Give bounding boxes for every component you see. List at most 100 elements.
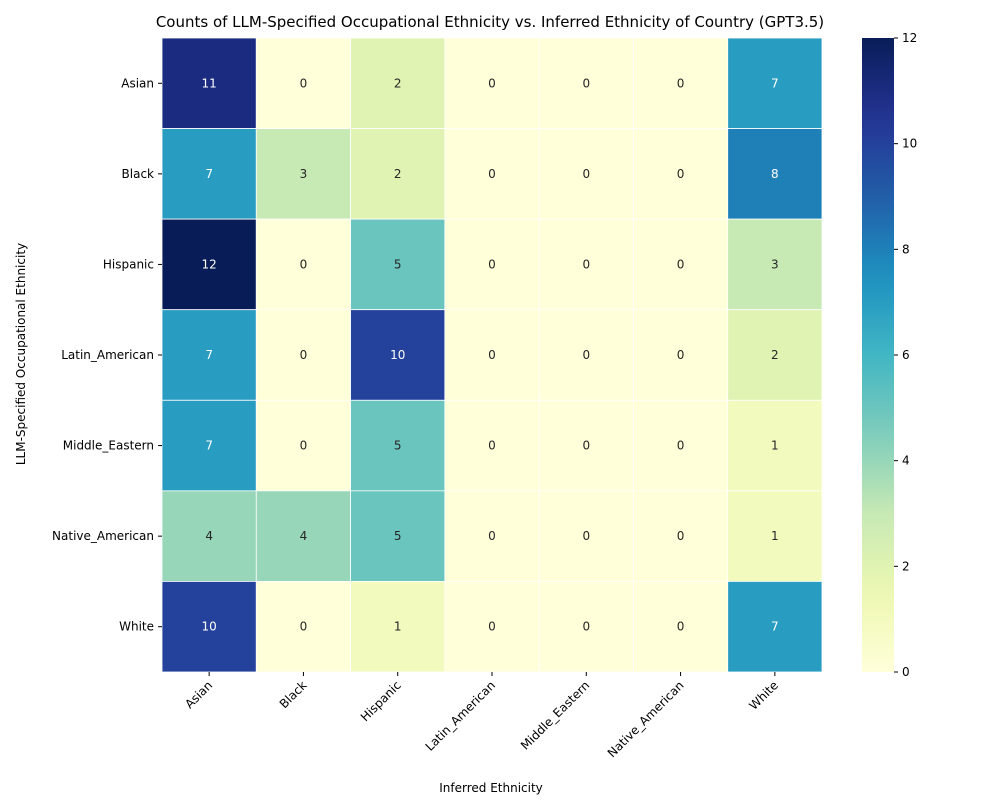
cell-value-label: 8 — [771, 167, 779, 181]
cell-value-label: 0 — [677, 439, 685, 453]
cell-value-label: 5 — [394, 257, 402, 271]
heatmap-cell — [350, 399, 446, 492]
y-tick-label: Middle_Eastern — [63, 439, 154, 453]
colorbar-tick-label: 0 — [902, 665, 910, 679]
colorbar-tick-label: 10 — [902, 137, 917, 151]
x-tick-label: Latin_American — [423, 678, 499, 754]
cell-value-label: 12 — [202, 257, 217, 271]
heatmap-cell — [633, 581, 729, 673]
cell-value-label: 7 — [205, 167, 213, 181]
heatmap-cell — [633, 128, 729, 220]
cell-value-label: 1 — [771, 529, 779, 543]
chart-title: Counts of LLM-Specified Occupational Eth… — [156, 13, 824, 31]
heatmap-cell — [255, 490, 351, 582]
cell-value-label: 3 — [300, 167, 308, 181]
cell-value-label: 7 — [771, 76, 779, 90]
cell-value-label: 0 — [488, 529, 496, 543]
heatmap-cell — [633, 37, 729, 129]
cell-value-label: 0 — [488, 439, 496, 453]
heatmap-cell — [255, 218, 351, 311]
x-tick-label: Black — [277, 678, 310, 711]
cell-value-label: 0 — [300, 620, 308, 634]
heatmap-cell — [161, 309, 257, 401]
heatmap-cell — [161, 218, 257, 311]
x-axis-label: Inferred Ethnicity — [439, 781, 543, 795]
heatmap-cell — [444, 37, 540, 129]
heatmap-cell — [255, 37, 351, 129]
cell-value-label: 0 — [582, 167, 590, 181]
cell-value-label: 0 — [300, 257, 308, 271]
colorbar-ticks: 0 2 4 6 8 10 12 — [894, 31, 917, 679]
cell-value-label: 0 — [488, 167, 496, 181]
heatmap-cell — [727, 490, 823, 582]
cell-value-label: 0 — [677, 529, 685, 543]
x-tick-label: Asian — [182, 678, 215, 711]
heatmap-cell — [538, 37, 634, 129]
colorbar-tick-label: 2 — [902, 559, 910, 573]
heatmap-cell — [161, 37, 257, 129]
heatmap-cell — [727, 128, 823, 220]
colorbar-tick-label: 4 — [902, 454, 910, 468]
cell-value-label: 5 — [394, 439, 402, 453]
cell-value-label: 0 — [488, 76, 496, 90]
cell-value-label: 7 — [771, 620, 779, 634]
y-tick-label: Black — [122, 167, 155, 181]
heatmap-cell — [633, 309, 729, 401]
cell-value-label: 0 — [582, 620, 590, 634]
cell-value-label: 4 — [205, 529, 213, 543]
heatmap-cell — [350, 128, 446, 220]
cell-value-label: 0 — [582, 348, 590, 362]
cell-value-label: 0 — [300, 76, 308, 90]
colorbar-tick-label: 12 — [902, 31, 917, 45]
x-tick-label: Middle_Eastern — [518, 678, 592, 752]
cell-value-label: 2 — [394, 167, 402, 181]
cell-value-label: 0 — [582, 439, 590, 453]
cell-value-label: 0 — [488, 257, 496, 271]
cell-value-label: 1 — [771, 439, 779, 453]
cell-value-label: 0 — [677, 257, 685, 271]
cell-value-label: 0 — [488, 348, 496, 362]
y-axis-label: LLM-Specified Occupational Ethnicity — [14, 243, 28, 465]
y-tick-label: Native_American — [52, 529, 154, 543]
x-tick-label: Hispanic — [358, 678, 404, 724]
heatmap-cells: 11 0 2 0 0 0 77 3 2 0 0 0 812 0 5 0 0 0 37 0 10 0 0 0 27 0 5 0 0 0 14 4… — [161, 37, 823, 673]
colorbar-tick-label: 8 — [902, 242, 910, 256]
heatmap-cell — [538, 128, 634, 220]
cell-value-label: 0 — [677, 620, 685, 634]
cell-value-label: 5 — [394, 529, 402, 543]
cell-value-label: 0 — [582, 529, 590, 543]
cell-value-label: 1 — [394, 620, 402, 634]
y-tick-label: Asian — [121, 76, 154, 90]
heatmap-cell — [161, 581, 257, 673]
heatmap-cell — [161, 399, 257, 492]
colorbar — [862, 38, 894, 672]
heatmap-cell — [444, 490, 540, 582]
cell-value-label: 3 — [771, 257, 779, 271]
y-tick-label: White — [119, 620, 154, 634]
cell-value-label: 0 — [300, 348, 308, 362]
heatmap-cell — [727, 309, 823, 401]
cell-value-label: 0 — [677, 167, 685, 181]
heatmap-cell — [727, 581, 823, 673]
x-tick-label: White — [746, 678, 781, 713]
heatmap-cell — [161, 128, 257, 220]
heatmap-cell — [538, 490, 634, 582]
cell-value-label: 0 — [677, 348, 685, 362]
cell-value-label: 2 — [394, 76, 402, 90]
heatmap-cell — [538, 581, 634, 673]
cell-value-label: 4 — [300, 529, 308, 543]
cell-value-label: 0 — [677, 76, 685, 90]
cell-value-label: 0 — [582, 257, 590, 271]
cell-value-label: 10 — [390, 348, 405, 362]
cell-value-label: 10 — [202, 620, 217, 634]
y-axis-ticks: Asian Black Hispanic Latin_American Middle_E… — [52, 76, 162, 634]
cell-value-label: 0 — [300, 439, 308, 453]
y-tick-label: Latin_American — [61, 348, 154, 362]
cell-value-label: 7 — [205, 439, 213, 453]
heatmap-cell — [444, 309, 540, 401]
y-tick-label: Hispanic — [103, 257, 154, 271]
heatmap-cell — [444, 581, 540, 673]
cell-value-label: 2 — [771, 348, 779, 362]
heatmap-cell — [161, 490, 257, 582]
heatmap-cell — [727, 399, 823, 492]
